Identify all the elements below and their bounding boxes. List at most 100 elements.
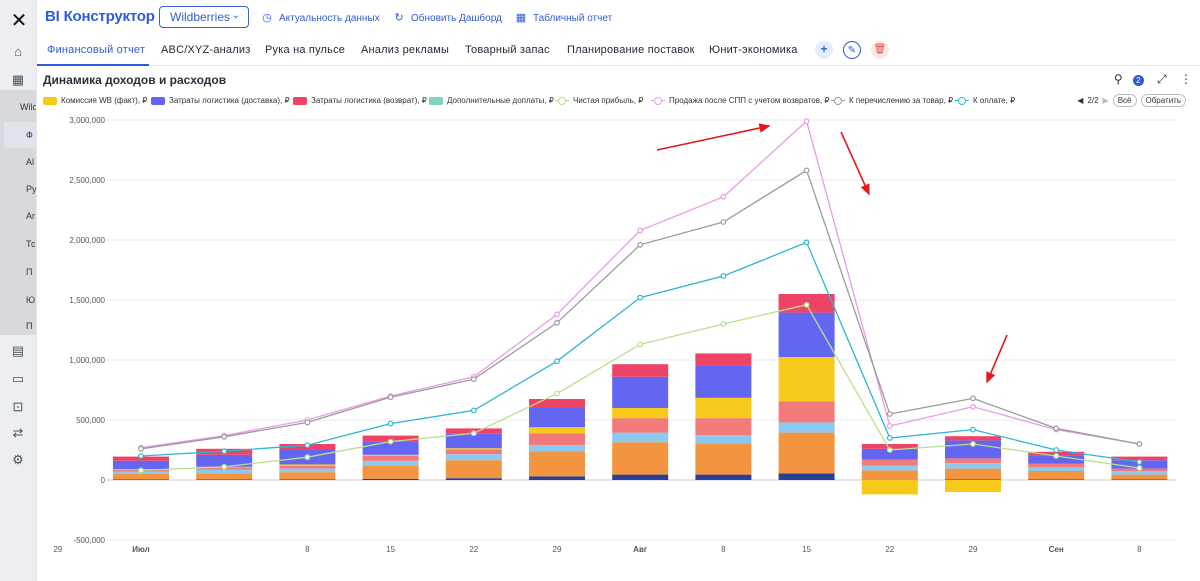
sidebar-label[interactable]: П — [26, 321, 33, 331]
legend-item[interactable]: К перечислению за товар, ₽ — [831, 96, 953, 105]
series-point — [387, 394, 394, 401]
legend-item[interactable]: Комиссия WB (факт), ₽ — [43, 96, 147, 105]
tab-abc-xyz[interactable]: ABC/XYZ-анализ — [161, 44, 251, 56]
x-tick-label: 15 — [802, 545, 811, 554]
tab-supply-planning[interactable]: Планирование поставок — [567, 44, 695, 56]
chart-legend: Комиссия WB (факт), ₽ Затраты логистика … — [43, 96, 1193, 108]
bar-segment — [362, 441, 419, 455]
app-sidebar: ✕ ⌂ ▦ Wild Ф Al Ру Ar Тс П Ю П ▤ ▭ ⊡ ⇄ ⚙ — [0, 0, 38, 581]
bar-segment — [529, 427, 585, 434]
bar-segment — [861, 470, 918, 480]
close-icon[interactable]: ✕ — [10, 10, 28, 32]
bar-segment — [279, 479, 336, 480]
legend-swatch — [151, 96, 165, 105]
tab-unit-economics[interactable]: Юнит-экономика — [709, 44, 798, 56]
legend-item[interactable]: Дополнительные доплаты, ₽ — [429, 96, 554, 105]
x-tick-label: 8 — [1137, 545, 1142, 554]
bar-segment — [695, 365, 752, 398]
series-point — [720, 321, 727, 327]
home-icon[interactable]: ⌂ — [14, 44, 22, 59]
x-tick-label: 22 — [885, 545, 894, 554]
data-freshness-label: Актуальность данных — [279, 13, 380, 24]
dataset-select-value: Wildberries — [170, 10, 231, 24]
refresh-dashboard-label: Обновить Дашборд — [411, 13, 502, 24]
delete-icon[interactable]: 🗑 — [871, 41, 889, 59]
legend-label: Чистая прибыль, ₽ — [573, 96, 644, 105]
filter-icon[interactable]: ⚲ 2 — [1114, 72, 1144, 86]
add-tab-button[interactable]: + — [815, 41, 833, 59]
sidebar-selected — [4, 122, 36, 148]
x-tick-label: Авг — [633, 545, 648, 554]
series-point — [554, 319, 560, 326]
x-tick-label: 8 — [305, 545, 310, 554]
chart-title: Динамика доходов и расходов — [43, 73, 227, 87]
bar-segment — [196, 479, 253, 480]
sidebar-label[interactable]: Al — [26, 157, 35, 167]
series-point — [221, 463, 228, 470]
legend-item[interactable]: Затраты логистика (доставка), ₽ — [151, 96, 290, 105]
tab-ad-analysis[interactable]: Анализ рекламы — [361, 44, 450, 56]
bar-segment — [945, 479, 1001, 480]
bar-segment — [1111, 456, 1168, 461]
legend-item[interactable]: Продажа после СПП с учетом возвратов, ₽ — [651, 96, 830, 105]
sidebar-label[interactable]: П — [26, 267, 33, 277]
table-report-link[interactable]: ▦ Табличный отчет — [515, 11, 612, 24]
dashboard-icon[interactable]: ▦ — [11, 72, 25, 87]
active-tab-indicator — [37, 64, 149, 66]
bar-segment — [196, 469, 253, 474]
bar-segment — [945, 458, 1001, 464]
gear-icon[interactable]: ⚙ — [12, 452, 24, 467]
table-icon: ▦ — [515, 12, 527, 24]
bar-segment — [362, 456, 419, 461]
sidebar-label[interactable]: Тс — [26, 239, 36, 249]
series-point — [1136, 441, 1143, 447]
expand-icon[interactable]: ⤢ — [1157, 72, 1167, 86]
table-icon[interactable]: ▤ — [11, 343, 25, 358]
tab-stock[interactable]: Товарный запас — [465, 44, 550, 56]
series-point — [304, 454, 311, 461]
series-point — [1136, 465, 1143, 471]
series-point — [138, 467, 144, 474]
bar-segment — [1028, 467, 1085, 471]
x-tick-label: 29 — [53, 545, 62, 554]
bar-segment — [362, 478, 419, 480]
series-point — [803, 118, 810, 125]
series-point — [221, 448, 228, 455]
dataset-select[interactable]: Wildberries ⌄ — [159, 6, 249, 28]
series-point — [970, 395, 976, 402]
bar-segment — [861, 444, 918, 449]
sidebar-label[interactable]: Ar — [26, 211, 35, 221]
prev-page-icon[interactable]: ◀ — [1077, 96, 1084, 105]
legend-pager: ◀ 2/2 ▶ Всё Обратить — [1077, 94, 1186, 107]
series-point — [1053, 453, 1060, 459]
data-freshness-link[interactable]: ◷ Актуальность данных — [261, 11, 380, 24]
bag-icon[interactable]: ⊡ — [12, 399, 24, 414]
more-icon[interactable]: ⋮ — [1180, 72, 1192, 86]
annotation-arrow — [986, 334, 1008, 384]
legend-item[interactable]: К оплате, ₽ — [955, 96, 1015, 105]
refresh-dashboard-link[interactable]: ↻ Обновить Дашборд — [393, 11, 502, 24]
legend-item[interactable]: Чистая прибыль, ₽ — [555, 96, 643, 105]
series-point — [970, 426, 976, 433]
money-icon[interactable]: ▭ — [11, 371, 25, 386]
sidebar-label[interactable]: Ф — [26, 130, 33, 140]
legend-item[interactable]: Затраты логистика (возврат), ₽ — [293, 96, 427, 105]
legend-line — [955, 96, 969, 105]
bar-segment — [612, 418, 669, 433]
series-point — [1053, 447, 1060, 453]
edit-icon[interactable]: ✎ — [843, 41, 861, 59]
select-all-button[interactable]: Всё — [1112, 94, 1137, 107]
brand-logo[interactable]: BI Конструктор — [45, 8, 155, 25]
tab-financial-report[interactable]: Финансовый отчет — [47, 44, 146, 56]
y-tick-label: 3,000,000 — [69, 116, 105, 125]
x-tick-label: 29 — [553, 545, 562, 554]
next-page-icon[interactable]: ▶ — [1102, 96, 1109, 105]
income-expense-chart: -500,000 0 500,000 1,000,000 1,500,000 2,000,… — [53, 116, 1177, 554]
sidebar-label[interactable]: Ю — [26, 295, 36, 305]
series-point — [470, 407, 477, 414]
tab-hand-on-pulse[interactable]: Рука на пульсе — [265, 44, 346, 56]
sidebar-label[interactable]: Ру — [26, 184, 37, 194]
invert-button[interactable]: Обратить — [1140, 94, 1186, 107]
transfer-icon[interactable]: ⇄ — [12, 425, 24, 440]
bar-segment — [279, 465, 336, 469]
